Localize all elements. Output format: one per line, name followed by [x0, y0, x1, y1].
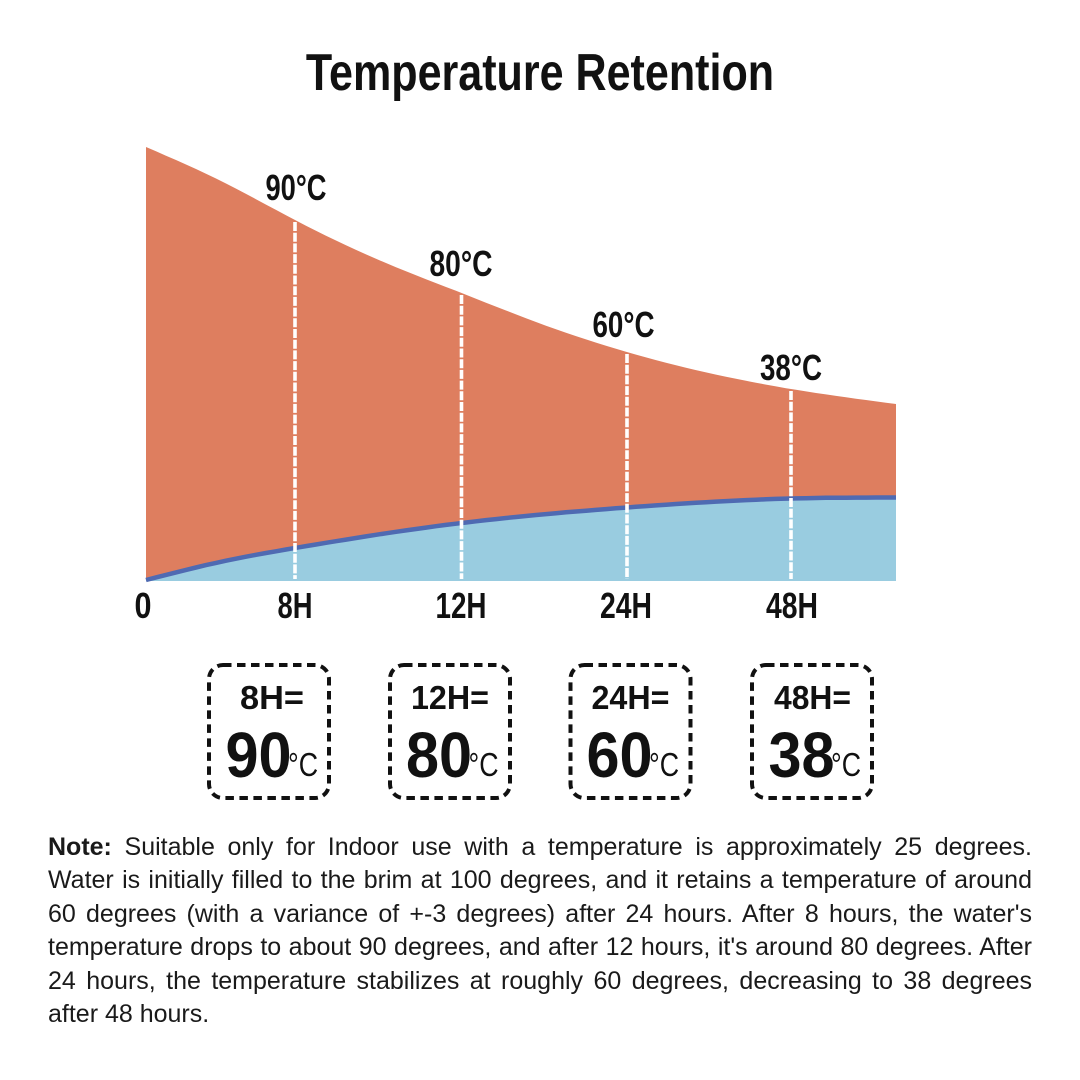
svg-text:90: 90	[226, 719, 292, 791]
svg-text:8H=: 8H=	[240, 679, 304, 716]
svg-text:90°C: 90°C	[266, 167, 327, 208]
svg-text:12H: 12H	[436, 585, 487, 626]
svg-text:60: 60	[587, 719, 653, 791]
svg-text:24H=: 24H=	[592, 679, 670, 716]
svg-text:°C: °C	[288, 746, 318, 783]
svg-text:60°C: 60°C	[593, 304, 655, 345]
svg-text:48H=: 48H=	[774, 679, 851, 716]
svg-text:48H: 48H	[766, 585, 818, 626]
svg-text:°C: °C	[469, 746, 499, 783]
svg-text:°C: °C	[831, 746, 861, 783]
svg-text:38: 38	[769, 719, 835, 791]
svg-text:80: 80	[406, 719, 472, 791]
svg-text:8H: 8H	[278, 585, 313, 626]
svg-text:12H=: 12H=	[411, 679, 489, 716]
svg-text:°C: °C	[649, 746, 679, 783]
svg-text:24H: 24H	[600, 585, 652, 626]
svg-text:38°C: 38°C	[760, 347, 822, 388]
svg-text:80°C: 80°C	[430, 243, 493, 284]
svg-text:0: 0	[135, 585, 152, 626]
